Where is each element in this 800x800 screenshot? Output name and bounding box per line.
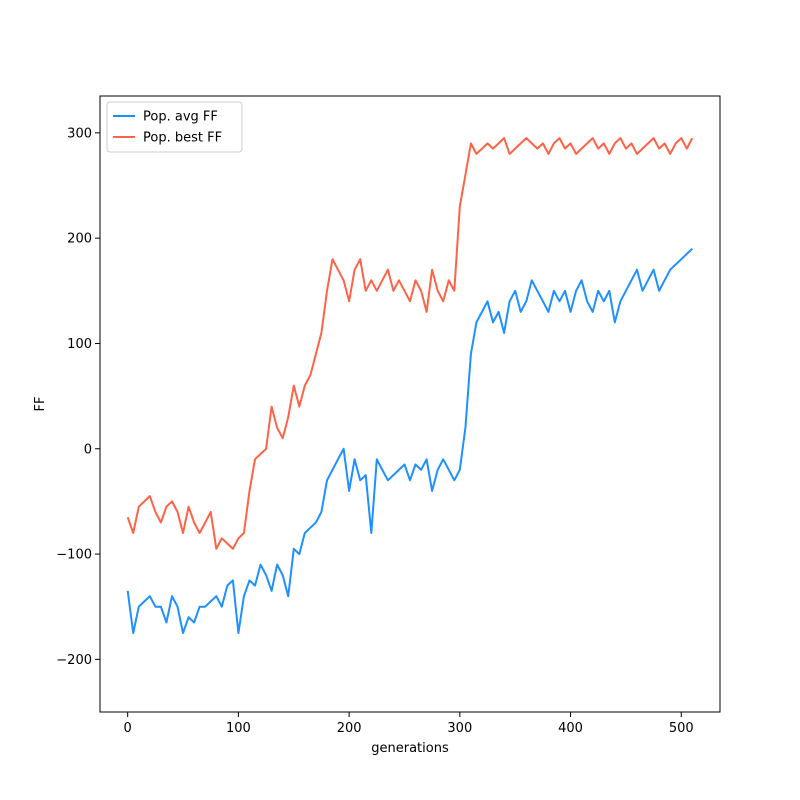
x-axis: 0 100 200 300 400 500 <box>124 712 694 736</box>
y-axis-label: FF <box>33 397 48 412</box>
y-tick-label: −100 <box>56 548 92 563</box>
y-tick-label: 100 <box>67 337 92 352</box>
legend-label: Pop. avg FF <box>143 110 218 125</box>
legend-box <box>106 101 243 153</box>
series-layer <box>126 137 694 634</box>
legend-label: Pop. best FF <box>143 131 222 146</box>
x-tick-label: 200 <box>337 721 362 736</box>
x-tick-label: 400 <box>558 721 583 736</box>
y-tick-label: −200 <box>56 653 92 668</box>
y-tick-label: 0 <box>84 442 92 457</box>
x-tick-label: 500 <box>669 721 694 736</box>
series-line-avg <box>126 247 693 634</box>
y-tick-label: 200 <box>67 232 92 247</box>
x-tick-label: 300 <box>447 721 472 736</box>
x-tick-label: 0 <box>124 721 132 736</box>
series-line-best <box>126 137 694 550</box>
x-axis-label: generations <box>371 741 449 756</box>
legend: Pop. avg FF Pop. best FF <box>106 101 243 153</box>
y-axis: −200 −100 0 100 200 300 <box>56 126 100 668</box>
x-tick-label: 100 <box>226 721 251 736</box>
y-tick-label: 300 <box>67 126 92 141</box>
axes-frame <box>99 95 721 713</box>
